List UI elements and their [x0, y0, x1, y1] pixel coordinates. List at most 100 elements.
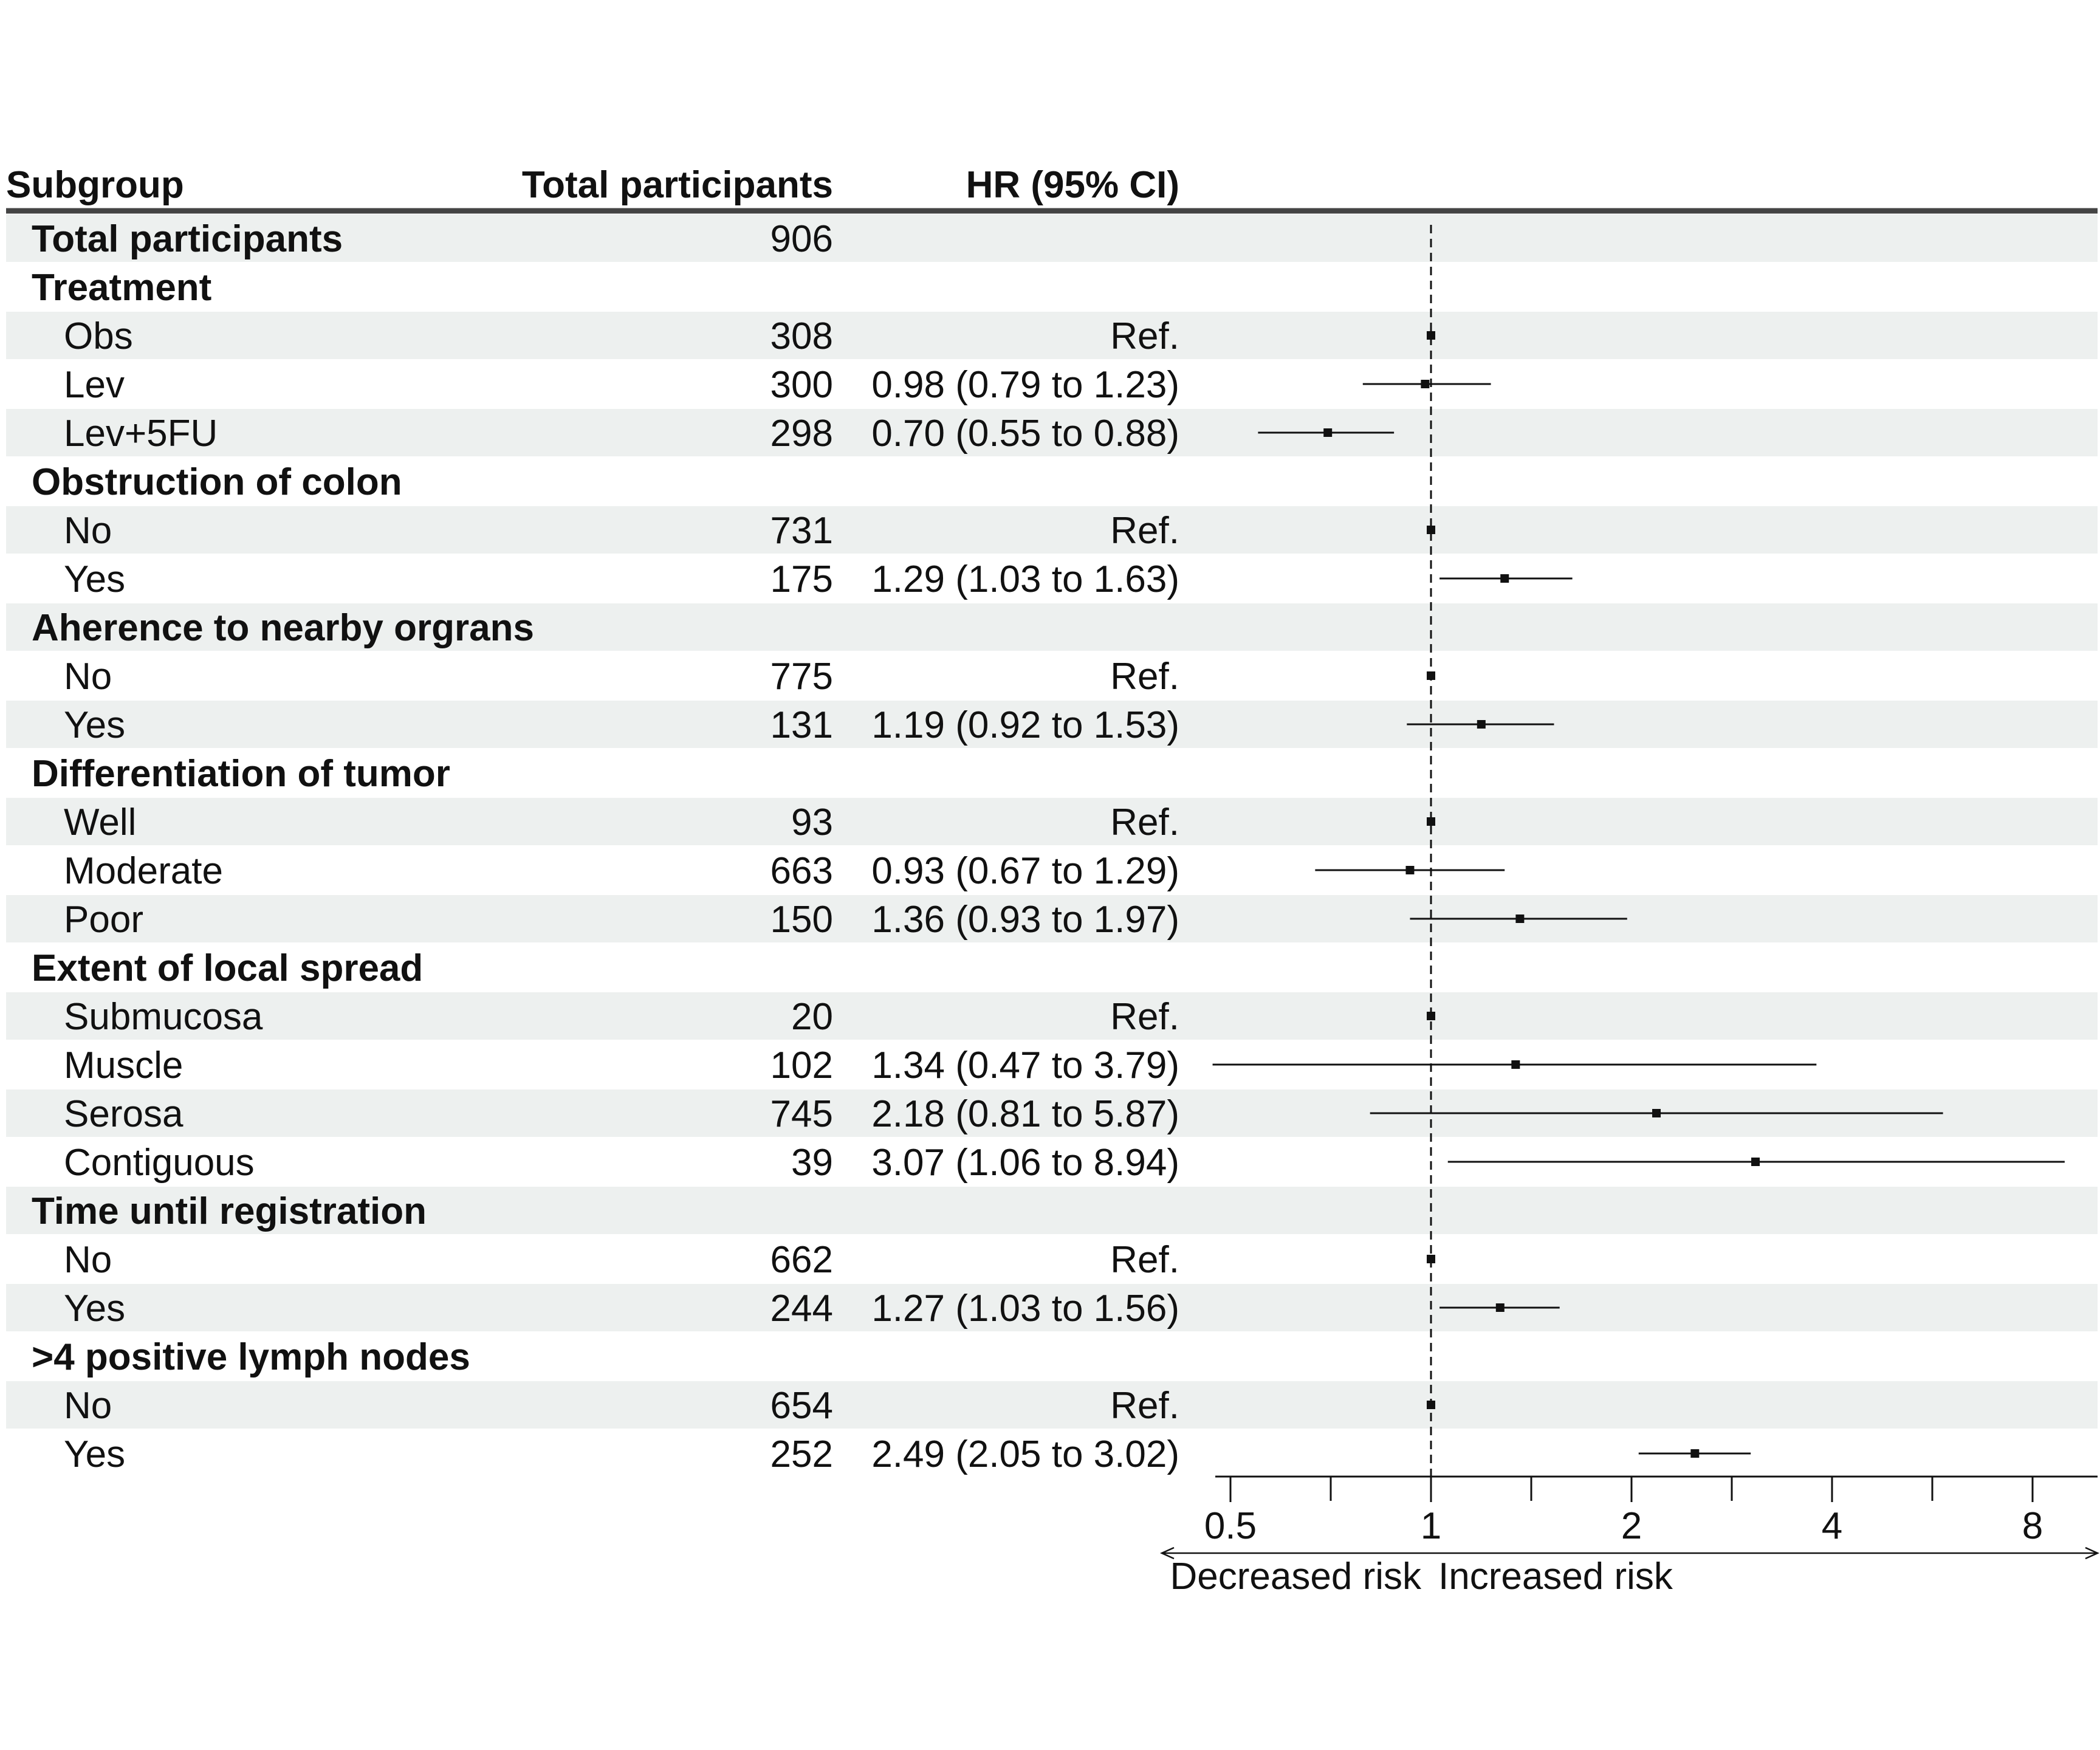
header-total-participants: Total participants: [522, 164, 833, 206]
participants-count: 252: [770, 1433, 833, 1475]
hr-point: [1427, 526, 1435, 534]
hr-point: [1751, 1158, 1760, 1166]
x-tick-label: 8: [2022, 1505, 2043, 1547]
table-rows: Total participants 906 Treatment Obs 308 Ref.…: [32, 218, 1179, 1475]
subgroup-label: Serosa: [64, 1093, 184, 1135]
hr-ci-text: 1.27 (1.03 to 1.56): [871, 1288, 1179, 1330]
hr-point: [1690, 1449, 1700, 1458]
x-tick-label: 0.5: [1204, 1505, 1257, 1547]
participants-count: 175: [770, 558, 833, 600]
hr-ci-text: Ref.: [1110, 656, 1179, 698]
hr-ci-text: 3.07 (1.06 to 8.94): [871, 1142, 1179, 1184]
hr-ci-text: 1.36 (0.93 to 1.97): [871, 899, 1179, 941]
arrow-right-head: [2085, 1546, 2100, 1560]
hr-point: [1323, 428, 1333, 437]
row-bands: [6, 214, 2098, 1429]
x-tick-label: 2: [1621, 1505, 1642, 1547]
decreased-risk-label: Decreased risk: [1170, 1556, 1422, 1597]
hr-ci-text: 0.98 (0.79 to 1.23): [871, 364, 1179, 406]
increased-risk-label: Increased risk: [1438, 1556, 1673, 1597]
hr-ci-text: Ref.: [1110, 1385, 1179, 1427]
participants-count: 102: [770, 1045, 833, 1086]
participants-count: 20: [791, 996, 833, 1038]
participants-count: 93: [791, 801, 833, 843]
column-headers: Subgroup Total participants HR (95% CI): [6, 164, 1179, 206]
hr-ci-text: 1.19 (0.92 to 1.53): [871, 704, 1179, 746]
subgroup-label: No: [64, 1385, 112, 1427]
participants-count: 39: [791, 1142, 833, 1184]
hr-point: [1405, 866, 1415, 874]
subgroup-label: No: [64, 656, 112, 698]
hr-ci-text: 0.70 (0.55 to 0.88): [871, 413, 1179, 455]
subgroup-label: Moderate: [64, 850, 223, 892]
hr-point: [1421, 380, 1430, 388]
hr-point: [1652, 1109, 1661, 1117]
hr-ci-text: 0.93 (0.67 to 1.29): [871, 850, 1179, 892]
subgroup-label: Lev: [64, 364, 125, 406]
x-tick-label: 4: [1822, 1505, 1842, 1547]
row-band: [6, 1381, 2098, 1429]
header-hr-ci: HR (95% CI): [966, 164, 1179, 206]
plot-area: [1212, 225, 2065, 1477]
row-band: [6, 895, 2098, 942]
participants-count: 131: [770, 704, 833, 746]
row-band: [6, 312, 2098, 359]
row-band: [6, 992, 2098, 1040]
subgroup-label: No: [64, 510, 112, 552]
participants-count: 745: [770, 1093, 833, 1135]
subgroup-label: Well: [64, 801, 136, 843]
subgroup-label: Yes: [64, 1433, 125, 1475]
row-band: [6, 603, 2098, 651]
row-band: [6, 798, 2098, 845]
participants-count: 298: [770, 413, 833, 455]
subgroup-label: Yes: [64, 1288, 125, 1330]
hr-ci-text: 2.49 (2.05 to 3.02): [871, 1433, 1179, 1475]
group-label: Time until registration: [32, 1190, 427, 1232]
participants-count: 308: [770, 315, 833, 357]
participants-count: 244: [770, 1288, 833, 1330]
subgroup-label: No: [64, 1239, 112, 1281]
subgroup-label: Poor: [64, 899, 143, 941]
hr-ci-text: Ref.: [1110, 801, 1179, 843]
group-label: Differentiation of tumor: [32, 753, 450, 795]
participants-count: 300: [770, 364, 833, 406]
group-label: Treatment: [32, 267, 211, 309]
subgroup-label: Contiguous: [64, 1142, 255, 1184]
participants-count: 775: [770, 656, 833, 698]
subgroup-label: Muscle: [64, 1045, 183, 1086]
participants-count: 654: [770, 1385, 833, 1427]
hr-ci-text: Ref.: [1110, 315, 1179, 357]
hr-ci-text: Ref.: [1110, 996, 1179, 1038]
participants-count: 662: [770, 1239, 833, 1281]
hr-ci-text: Ref.: [1110, 1239, 1179, 1281]
row-band: [6, 1284, 2098, 1331]
row-band: [6, 1187, 2098, 1234]
header-subgroup: Subgroup: [6, 164, 184, 206]
row-band: [6, 409, 2098, 456]
hr-point: [1500, 574, 1509, 583]
hr-ci-text: Ref.: [1110, 510, 1179, 552]
subgroup-label: Yes: [64, 558, 125, 600]
hr-ci-text: 2.18 (0.81 to 5.87): [871, 1093, 1179, 1135]
hr-ci-text: 1.34 (0.47 to 3.79): [871, 1045, 1179, 1086]
hr-point: [1495, 1303, 1505, 1312]
hr-point: [1511, 1060, 1520, 1069]
arrow-left-head: [1159, 1546, 1175, 1560]
x-tick-label: 1: [1421, 1505, 1441, 1547]
participants-count: 731: [770, 510, 833, 552]
group-label: Extent of local spread: [32, 947, 423, 989]
group-label: >4 positive lymph nodes: [32, 1336, 470, 1378]
subgroup-label: Submucosa: [64, 996, 263, 1038]
x-axis: 0.5 1 2 4 8 Decreased risk Increased risk: [1159, 1475, 2100, 1597]
hr-point: [1477, 720, 1486, 729]
row-band: [6, 214, 2098, 262]
participants-count: 906: [770, 218, 833, 260]
subgroup-label: Lev+5FU: [64, 413, 218, 455]
participants-count: 663: [770, 850, 833, 892]
group-label: Obstruction of colon: [32, 461, 402, 503]
row-band: [6, 506, 2098, 554]
group-label: Total participants: [32, 218, 343, 260]
hr-point: [1515, 914, 1525, 923]
hr-ci-text: 1.29 (1.03 to 1.63): [871, 558, 1179, 600]
